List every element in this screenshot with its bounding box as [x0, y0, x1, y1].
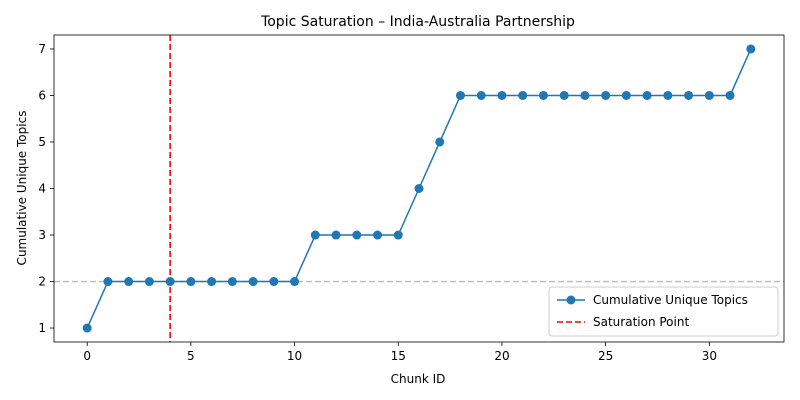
- y-tick-label: 5: [38, 135, 46, 149]
- data-point: [538, 90, 548, 100]
- legend-series-label: Cumulative Unique Topics: [593, 293, 748, 307]
- data-point: [269, 277, 279, 287]
- legend-series-swatch-marker: [566, 295, 576, 305]
- legend-saturation-label: Saturation Point: [593, 315, 689, 329]
- data-point: [144, 277, 154, 287]
- y-tick-label: 2: [38, 275, 46, 289]
- data-point: [186, 277, 196, 287]
- y-tick-label: 4: [38, 182, 46, 196]
- data-point: [248, 277, 258, 287]
- chart-title: Topic Saturation – India-Australia Partn…: [260, 14, 575, 30]
- data-point: [414, 184, 424, 193]
- legend-box: [548, 286, 779, 337]
- data-point: [476, 90, 486, 100]
- y-tick-label: 6: [38, 88, 46, 102]
- y-tick-label: 7: [38, 42, 46, 56]
- data-point: [642, 90, 652, 100]
- y-axis-title: Cumulative Unique Topics: [15, 111, 29, 266]
- data-point: [518, 90, 528, 100]
- data-point: [373, 230, 383, 240]
- data-point: [124, 277, 134, 287]
- legend: Cumulative Unique Topics Saturation Point: [548, 286, 779, 337]
- data-point: [290, 277, 300, 287]
- data-point: [103, 277, 113, 287]
- data-point: [621, 90, 631, 100]
- data-point: [746, 44, 756, 54]
- x-tick-label: 25: [598, 349, 613, 363]
- x-tick-label: 15: [391, 349, 406, 363]
- x-tick-label: 30: [702, 349, 717, 363]
- data-point: [601, 90, 611, 100]
- y-tick-label: 1: [38, 321, 46, 335]
- data-point: [165, 277, 175, 287]
- data-point: [704, 90, 714, 100]
- data-point: [559, 90, 569, 100]
- data-point: [663, 90, 673, 100]
- data-point: [393, 230, 403, 240]
- data-point: [82, 323, 92, 333]
- x-tick-label: 0: [83, 349, 91, 363]
- data-point: [684, 90, 694, 100]
- data-point: [352, 230, 362, 240]
- x-tick-label: 20: [494, 349, 509, 363]
- data-point: [207, 277, 217, 287]
- data-point: [331, 230, 341, 240]
- data-point: [455, 90, 465, 100]
- data-point: [497, 90, 507, 100]
- data-point: [435, 137, 445, 147]
- data-point: [227, 277, 237, 287]
- data-point: [310, 230, 320, 240]
- x-tick-label: 5: [187, 349, 195, 363]
- data-point: [725, 90, 735, 100]
- y-tick-label: 3: [38, 228, 46, 242]
- x-tick-label: 10: [287, 349, 302, 363]
- x-axis-title: Chunk ID: [391, 372, 446, 386]
- plot-area: 0 5 10 15 20 25 30 1 2 3 4 5 6 7: [38, 34, 785, 363]
- data-point: [580, 90, 590, 100]
